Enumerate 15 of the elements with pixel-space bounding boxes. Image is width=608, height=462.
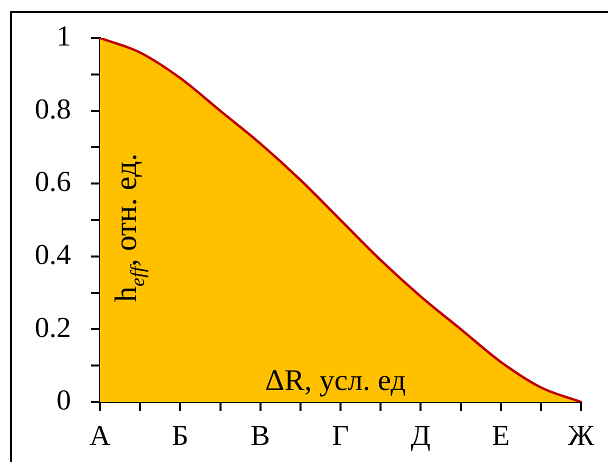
x-tick-label: Е <box>492 420 510 452</box>
x-tick-label: Д <box>410 420 431 452</box>
y-tick-label: 1 <box>56 20 71 53</box>
y-axis-title: heff, отн. ед. <box>108 153 149 302</box>
y-tick-label: 0 <box>56 384 71 417</box>
y-tick-label: 0.8 <box>34 93 71 126</box>
x-tick-label: Г <box>332 420 349 452</box>
y-tick-label: 0.4 <box>34 239 72 272</box>
x-tick-label: Ж <box>568 420 594 452</box>
y-tick-label: 0.2 <box>34 312 71 344</box>
y-tick-label: 0.6 <box>34 166 71 198</box>
x-tick-label: В <box>250 420 270 452</box>
x-tick-label: Б <box>172 420 188 452</box>
x-axis-title: ΔR, усл. ед <box>265 364 406 397</box>
x-tick-label: А <box>90 420 111 452</box>
